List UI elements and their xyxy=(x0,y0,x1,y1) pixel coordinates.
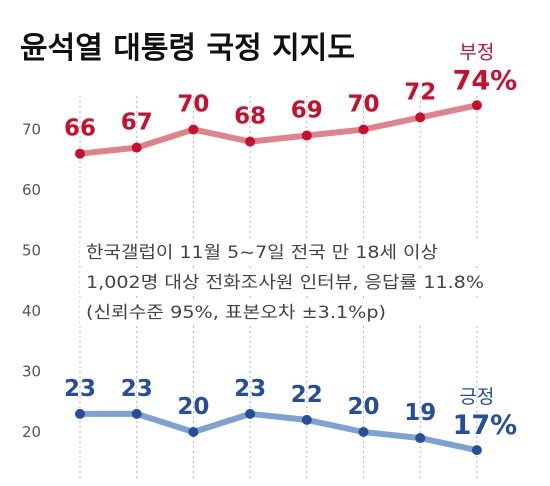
series-line xyxy=(77,102,480,157)
data-label: 68 xyxy=(234,104,266,130)
data-point xyxy=(471,100,482,111)
data-point xyxy=(301,414,312,425)
data-point xyxy=(245,408,256,419)
data-label: 69 xyxy=(291,98,323,124)
data-label: 70 xyxy=(177,92,209,118)
y-axis-ticks: 20 30 40 50 60 70 xyxy=(22,121,41,442)
data-label: 22 xyxy=(291,382,323,408)
series-lines xyxy=(77,102,480,454)
data-point xyxy=(358,427,369,437)
y-tick-label: 50 xyxy=(22,242,41,260)
series-points xyxy=(75,100,482,456)
data-label: 20 xyxy=(347,394,379,420)
y-tick-label: 30 xyxy=(22,363,41,381)
y-tick-label: 70 xyxy=(22,121,41,139)
data-point xyxy=(301,130,312,141)
data-label: 23 xyxy=(64,376,96,402)
data-point xyxy=(131,142,142,153)
note-background xyxy=(80,298,480,324)
y-tick-label: 20 xyxy=(22,423,41,441)
data-label: 23 xyxy=(234,376,266,402)
note-background xyxy=(80,268,480,294)
series-name-label: 긍정 xyxy=(459,386,494,408)
y-tick-label: 60 xyxy=(22,181,41,199)
series-end-value: 74% xyxy=(453,65,518,96)
data-label: 19 xyxy=(404,400,436,426)
survey-note: 한국갤럽이 11월 5~7일 전국 만 18세 이상 1,002명 대상 전화조사… xyxy=(80,238,484,324)
series-line xyxy=(77,410,480,454)
note-line: 한국갤럽이 11월 5~7일 전국 만 18세 이상 xyxy=(86,243,438,263)
data-point xyxy=(131,408,142,419)
series-end-value: 17% xyxy=(453,410,518,441)
data-label: 72 xyxy=(404,79,436,105)
data-label: 20 xyxy=(177,394,209,420)
y-tick-label: 40 xyxy=(22,302,41,320)
note-line: (신뢰수준 95%, 표본오차 ±3.1%p) xyxy=(86,303,386,323)
data-point xyxy=(75,408,85,419)
data-label: 67 xyxy=(121,110,153,136)
data-labels: 66 67 70 68 69 70 72 23 23 20 23 22 20 19 xyxy=(64,79,436,426)
chart-title: 윤석열 대통령 국정 지지도 xyxy=(20,31,355,66)
data-label: 66 xyxy=(64,116,96,142)
data-point xyxy=(188,427,199,437)
data-point xyxy=(245,136,256,147)
data-point xyxy=(75,148,85,159)
data-point xyxy=(415,112,426,123)
note-background xyxy=(80,238,480,264)
data-point xyxy=(471,445,482,456)
data-point xyxy=(358,124,369,135)
data-point xyxy=(188,124,199,135)
data-label: 23 xyxy=(121,376,153,402)
data-label: 70 xyxy=(347,92,379,118)
data-point xyxy=(415,433,426,444)
series-name-label: 부정 xyxy=(459,41,494,63)
note-line: 1,002명 대상 전화조사원 인터뷰, 응답률 11.8% xyxy=(86,273,484,293)
